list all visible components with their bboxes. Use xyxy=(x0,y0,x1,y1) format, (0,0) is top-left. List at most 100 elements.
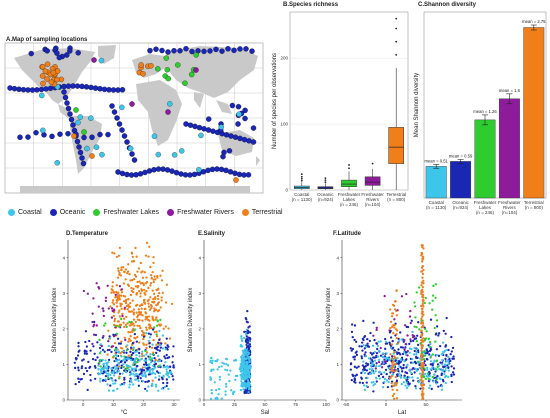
scatter-point xyxy=(414,316,417,319)
scatter-point xyxy=(412,353,416,356)
scatter-point xyxy=(123,361,127,364)
scatter-point xyxy=(117,351,121,354)
scatter-point xyxy=(151,379,154,382)
scatter-point xyxy=(122,358,125,361)
scatter-point xyxy=(144,380,147,383)
scatter-point xyxy=(367,357,371,360)
sampling-point xyxy=(201,48,207,55)
scatter-point xyxy=(442,351,445,354)
scatter-point xyxy=(440,353,443,356)
scatter-point xyxy=(362,384,366,387)
scatter-point xyxy=(113,317,117,321)
scatter-point xyxy=(121,314,124,318)
scatter-point xyxy=(413,301,416,304)
legend-label: Freshwater Lakes xyxy=(103,208,160,216)
scatter-point xyxy=(138,355,141,358)
y-axis-label: Shannon Diversity index xyxy=(188,288,194,353)
scatter-point xyxy=(414,387,418,390)
scatter-point xyxy=(86,388,89,392)
scatter-point xyxy=(104,299,107,303)
sampling-point xyxy=(198,132,204,139)
legend-swatch xyxy=(93,208,101,216)
scatter-point xyxy=(414,385,417,388)
scatter-point xyxy=(153,357,156,360)
scatter-point xyxy=(132,308,135,311)
scatter-point xyxy=(391,394,395,398)
scatter-point xyxy=(376,344,379,348)
sampling-point xyxy=(147,47,153,54)
scatter-point xyxy=(77,366,80,369)
scatter-point xyxy=(398,340,401,343)
scatter-point xyxy=(396,342,400,345)
scatter-point xyxy=(120,288,124,291)
scatter-point xyxy=(147,302,150,305)
box-outlier xyxy=(395,17,398,20)
scatter-point xyxy=(420,362,424,365)
sampling-point xyxy=(250,125,257,131)
scatter-point xyxy=(140,307,143,310)
scatter-point xyxy=(128,373,132,377)
scatter-point xyxy=(144,357,147,360)
scatter-point xyxy=(421,272,425,276)
scatter-point xyxy=(160,299,163,302)
scatter-point xyxy=(77,377,80,380)
scatter-point xyxy=(157,389,160,392)
mean-label: mean = 0.59 xyxy=(449,154,473,159)
scatter-point xyxy=(91,320,94,324)
scatter-point xyxy=(121,347,124,350)
scatter-point xyxy=(163,385,166,389)
mean-label: mean = 1.26 xyxy=(473,109,497,114)
scatter-point xyxy=(141,276,145,279)
scatter-point xyxy=(371,344,375,347)
scatter-point xyxy=(366,337,369,341)
scatter-point xyxy=(164,301,168,304)
scatter-point xyxy=(393,318,396,321)
scatter-point xyxy=(377,340,380,343)
scatter-point xyxy=(81,359,84,362)
scatter-point xyxy=(155,351,158,355)
scatter-point xyxy=(136,324,139,327)
scatter-point xyxy=(104,378,107,381)
scatter-point xyxy=(112,382,115,385)
scatter-point xyxy=(166,374,169,377)
legend-swatch xyxy=(241,208,249,216)
scatter-point xyxy=(122,363,125,366)
scatter-point xyxy=(101,307,104,310)
scatter-point xyxy=(140,368,144,371)
scatter-point xyxy=(421,295,424,298)
scatter-point xyxy=(408,351,411,354)
scatter-point xyxy=(135,255,138,258)
scatter-point xyxy=(452,373,456,376)
scatter-point xyxy=(412,379,415,382)
sampling-point xyxy=(111,109,118,115)
scatter-point xyxy=(408,368,411,372)
scatter-point xyxy=(74,382,77,386)
scatter-point xyxy=(355,340,358,343)
scatter-point xyxy=(389,308,392,311)
scatter-point xyxy=(375,326,378,329)
y-tick-label: 2 xyxy=(336,326,339,331)
sampling-point xyxy=(155,151,162,158)
scatter-point xyxy=(124,300,128,303)
x-tick-label: (n = 1130) xyxy=(426,205,447,210)
scatter-point xyxy=(422,383,425,387)
sampling-point xyxy=(44,76,50,82)
scatter-point xyxy=(375,377,378,380)
scatter-point xyxy=(428,302,431,305)
scatter-point xyxy=(117,269,120,273)
scatter-point xyxy=(394,328,398,331)
scatter-point xyxy=(138,351,141,355)
scatter-point xyxy=(105,364,109,367)
scatter-point xyxy=(392,384,395,387)
scatter-point xyxy=(133,367,136,370)
scatter-point xyxy=(85,352,89,355)
scatter-point xyxy=(101,348,105,352)
sampling-point xyxy=(233,177,239,183)
sampling-point xyxy=(62,94,69,101)
sampling-point xyxy=(213,46,219,53)
scatter-point xyxy=(423,354,426,357)
scatter-point xyxy=(125,363,128,367)
sampling-point xyxy=(165,75,172,82)
scatter-point xyxy=(132,311,136,314)
